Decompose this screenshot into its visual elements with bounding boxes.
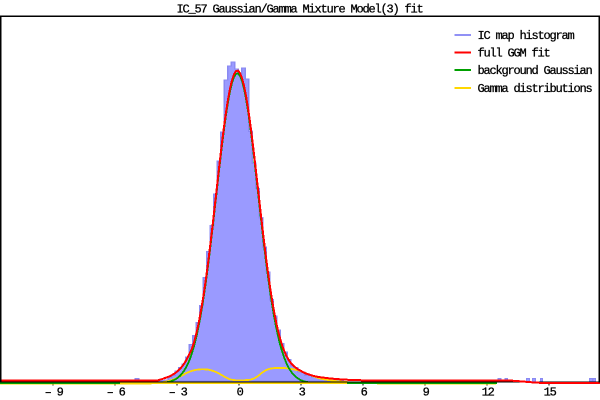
svg-text:6: 6: [361, 386, 368, 400]
svg-text:15: 15: [544, 386, 557, 400]
svg-text:– 6: – 6: [107, 386, 126, 400]
svg-text:– 9: – 9: [45, 386, 64, 400]
svg-text:3: 3: [299, 386, 306, 400]
svg-text:IC_57 Gaussian/Gamma Mixture M: IC_57 Gaussian/Gamma Mixture Model(3) fi…: [176, 3, 422, 17]
svg-text:IC map histogram: IC map histogram: [478, 29, 575, 43]
svg-text:0: 0: [237, 386, 244, 400]
svg-text:9: 9: [423, 386, 430, 400]
svg-text:Gamma distributions: Gamma distributions: [478, 82, 593, 96]
svg-text:background Gaussian: background Gaussian: [478, 64, 593, 78]
svg-text:– 3: – 3: [169, 386, 188, 400]
svg-text:full GGM fit: full GGM fit: [478, 47, 550, 61]
svg-text:12: 12: [482, 386, 495, 400]
